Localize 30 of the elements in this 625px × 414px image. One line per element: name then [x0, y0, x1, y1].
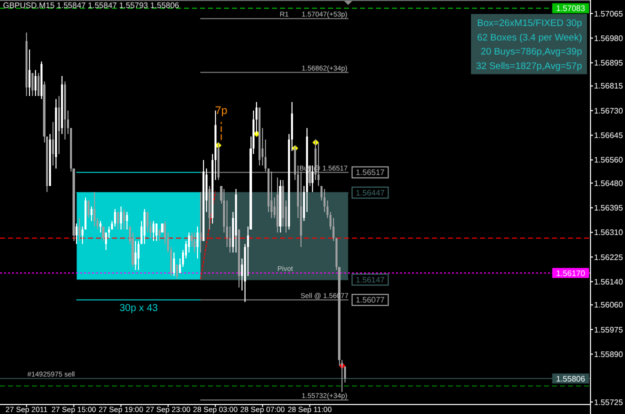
chart-title: GBPUSD,M15 1.55847 1.55847 1.55793 1.55806	[3, 1, 180, 10]
annotation: 20 Buys=786p,Avg=39p	[480, 46, 582, 58]
y-tick-label: 1.56560	[594, 156, 624, 165]
data-label: 1.56517	[356, 168, 386, 178]
y-tick-label: 1.56225	[594, 252, 624, 262]
y-tick-label: 1.56140	[594, 277, 624, 286]
series-label: 7p	[215, 105, 228, 118]
ref-line-label: 1.57083	[556, 4, 586, 14]
y-tick-label: 1.57065	[594, 9, 624, 18]
data-label: 1.56447	[356, 188, 386, 198]
ref-line-label: 1.56170	[556, 268, 586, 278]
annotation: Box=26xM15/FIXED 30p	[477, 18, 582, 29]
y-tick-label: 1.56895	[594, 58, 624, 68]
ref-line-label: 1.55806	[556, 374, 586, 384]
y-tick-label: 1.56815	[594, 82, 624, 91]
data-label: 1.56147	[356, 275, 386, 284]
series-label: 30p x 43	[119, 302, 158, 314]
y-tick-label: 1.55725	[594, 398, 624, 407]
y-tick-label: 1.56310	[594, 228, 624, 238]
annotation: 62 Boxes (3.4 per Week)	[477, 32, 582, 44]
y-tick-label: 1.56730	[594, 106, 624, 116]
data-label: 1.56077	[356, 296, 386, 305]
y-tick-label: 1.56980	[594, 34, 624, 43]
y-tick-label: 1.56480	[594, 178, 624, 188]
y-tick-label: 1.56645	[594, 131, 624, 140]
y-tick-label: 1.55890	[594, 350, 624, 359]
y-tick-label: 1.56395	[594, 204, 624, 213]
y-tick-label: 1.56060	[594, 300, 624, 310]
annotation: 32 Sells=1827p,Avg=57p	[476, 60, 582, 72]
y-tick-label: 1.55975	[594, 325, 624, 334]
